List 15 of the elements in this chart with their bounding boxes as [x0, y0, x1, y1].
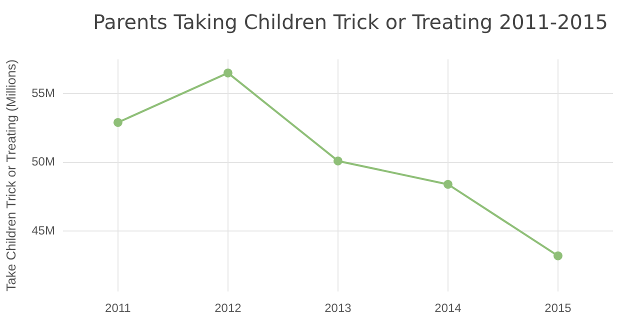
x-tick-label: 2012	[214, 301, 242, 316]
y-axis-title: Take Children Trick or Treating (Millions)	[3, 59, 18, 292]
y-tick-label: 55M	[32, 86, 55, 100]
y-tick-label: 45M	[32, 223, 55, 238]
point	[333, 156, 342, 166]
x-tick-label: 2011	[105, 301, 132, 316]
point	[553, 251, 562, 260]
x-tick-label: 2013	[324, 301, 352, 316]
point	[443, 180, 452, 189]
point	[113, 118, 122, 127]
chart-title: Parents Taking Children Trick or Treating 2011-2015	[92, 10, 609, 34]
x-tick-label: 2014	[434, 301, 462, 316]
y-tick-label: 50M	[32, 154, 55, 169]
point	[223, 68, 232, 78]
x-tick-label: 2015	[544, 301, 572, 316]
